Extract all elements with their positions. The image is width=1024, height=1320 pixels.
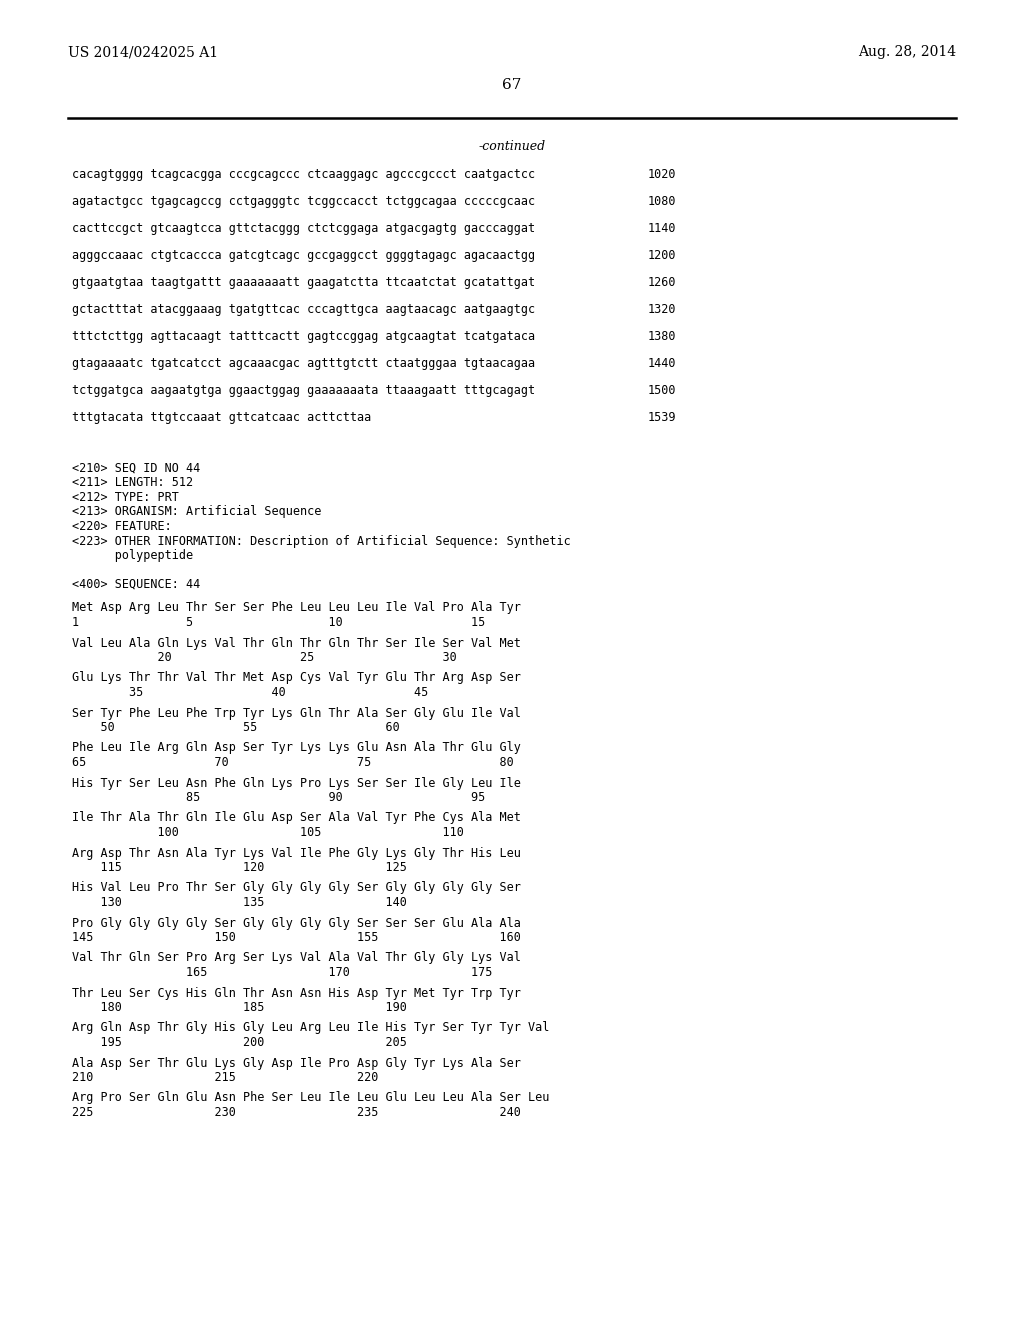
Text: Phe Leu Ile Arg Gln Asp Ser Tyr Lys Lys Glu Asn Ala Thr Glu Gly: Phe Leu Ile Arg Gln Asp Ser Tyr Lys Lys …	[72, 742, 521, 755]
Text: tctggatgca aagaatgtga ggaactggag gaaaaaaata ttaaagaatt tttgcagagt: tctggatgca aagaatgtga ggaactggag gaaaaaa…	[72, 384, 536, 397]
Text: Thr Leu Ser Cys His Gln Thr Asn Asn His Asp Tyr Met Tyr Trp Tyr: Thr Leu Ser Cys His Gln Thr Asn Asn His …	[72, 986, 521, 999]
Text: cacagtgggg tcagcacgga cccgcagccc ctcaaggagc agcccgccct caatgactcc: cacagtgggg tcagcacgga cccgcagccc ctcaagg…	[72, 168, 536, 181]
Text: Val Leu Ala Gln Lys Val Thr Gln Thr Gln Thr Ser Ile Ser Val Met: Val Leu Ala Gln Lys Val Thr Gln Thr Gln …	[72, 636, 521, 649]
Text: Arg Asp Thr Asn Ala Tyr Lys Val Ile Phe Gly Lys Gly Thr His Leu: Arg Asp Thr Asn Ala Tyr Lys Val Ile Phe …	[72, 846, 521, 859]
Text: 35                  40                  45: 35 40 45	[72, 686, 428, 700]
Text: Ala Asp Ser Thr Glu Lys Gly Asp Ile Pro Asp Gly Tyr Lys Ala Ser: Ala Asp Ser Thr Glu Lys Gly Asp Ile Pro …	[72, 1056, 521, 1069]
Text: 20                  25                  30: 20 25 30	[72, 651, 457, 664]
Text: Ile Thr Ala Thr Gln Ile Glu Asp Ser Ala Val Tyr Phe Cys Ala Met: Ile Thr Ala Thr Gln Ile Glu Asp Ser Ala …	[72, 812, 521, 825]
Text: 1140: 1140	[648, 222, 677, 235]
Text: 1539: 1539	[648, 411, 677, 424]
Text: Met Asp Arg Leu Thr Ser Ser Phe Leu Leu Leu Ile Val Pro Ala Tyr: Met Asp Arg Leu Thr Ser Ser Phe Leu Leu …	[72, 602, 521, 615]
Text: Pro Gly Gly Gly Gly Ser Gly Gly Gly Gly Ser Ser Ser Glu Ala Ala: Pro Gly Gly Gly Gly Ser Gly Gly Gly Gly …	[72, 916, 521, 929]
Text: tttctcttgg agttacaagt tatttcactt gagtccggag atgcaagtat tcatgataca: tttctcttgg agttacaagt tatttcactt gagtccg…	[72, 330, 536, 343]
Text: 1080: 1080	[648, 195, 677, 209]
Text: polypeptide: polypeptide	[72, 549, 194, 562]
Text: Val Thr Gln Ser Pro Arg Ser Lys Val Ala Val Thr Gly Gly Lys Val: Val Thr Gln Ser Pro Arg Ser Lys Val Ala …	[72, 952, 521, 965]
Text: cacttccgct gtcaagtcca gttctacggg ctctcggaga atgacgagtg gacccaggat: cacttccgct gtcaagtcca gttctacggg ctctcgg…	[72, 222, 536, 235]
Text: 130                 135                 140: 130 135 140	[72, 896, 407, 909]
Text: 180                 185                 190: 180 185 190	[72, 1001, 407, 1014]
Text: -continued: -continued	[478, 140, 546, 153]
Text: 100                 105                 110: 100 105 110	[72, 826, 464, 840]
Text: <220> FEATURE:: <220> FEATURE:	[72, 520, 172, 533]
Text: gtgaatgtaa taagtgattt gaaaaaaatt gaagatctta ttcaatctat gcatattgat: gtgaatgtaa taagtgattt gaaaaaaatt gaagatc…	[72, 276, 536, 289]
Text: Ser Tyr Phe Leu Phe Trp Tyr Lys Gln Thr Ala Ser Gly Glu Ile Val: Ser Tyr Phe Leu Phe Trp Tyr Lys Gln Thr …	[72, 706, 521, 719]
Text: 67: 67	[503, 78, 521, 92]
Text: gtagaaaatc tgatcatcct agcaaacgac agtttgtctt ctaatgggaa tgtaacagaa: gtagaaaatc tgatcatcct agcaaacgac agtttgt…	[72, 356, 536, 370]
Text: Glu Lys Thr Thr Val Thr Met Asp Cys Val Tyr Glu Thr Arg Asp Ser: Glu Lys Thr Thr Val Thr Met Asp Cys Val …	[72, 672, 521, 685]
Text: <212> TYPE: PRT: <212> TYPE: PRT	[72, 491, 179, 504]
Text: 85                  90                  95: 85 90 95	[72, 791, 485, 804]
Text: 115                 120                 125: 115 120 125	[72, 861, 407, 874]
Text: 1380: 1380	[648, 330, 677, 343]
Text: His Val Leu Pro Thr Ser Gly Gly Gly Gly Ser Gly Gly Gly Gly Ser: His Val Leu Pro Thr Ser Gly Gly Gly Gly …	[72, 882, 521, 895]
Text: Arg Pro Ser Gln Glu Asn Phe Ser Leu Ile Leu Glu Leu Leu Ala Ser Leu: Arg Pro Ser Gln Glu Asn Phe Ser Leu Ile …	[72, 1092, 549, 1105]
Text: <211> LENGTH: 512: <211> LENGTH: 512	[72, 477, 194, 490]
Text: His Tyr Ser Leu Asn Phe Gln Lys Pro Lys Ser Ser Ile Gly Leu Ile: His Tyr Ser Leu Asn Phe Gln Lys Pro Lys …	[72, 776, 521, 789]
Text: <213> ORGANISM: Artificial Sequence: <213> ORGANISM: Artificial Sequence	[72, 506, 322, 519]
Text: 65                  70                  75                  80: 65 70 75 80	[72, 756, 514, 770]
Text: agggccaaac ctgtcaccca gatcgtcagc gccgaggcct ggggtagagc agacaactgg: agggccaaac ctgtcaccca gatcgtcagc gccgagg…	[72, 249, 536, 261]
Text: 1020: 1020	[648, 168, 677, 181]
Text: <400> SEQUENCE: 44: <400> SEQUENCE: 44	[72, 578, 201, 590]
Text: 1200: 1200	[648, 249, 677, 261]
Text: 50                  55                  60: 50 55 60	[72, 721, 399, 734]
Text: tttgtacata ttgtccaaat gttcatcaac acttcttaa: tttgtacata ttgtccaaat gttcatcaac acttctt…	[72, 411, 372, 424]
Text: US 2014/0242025 A1: US 2014/0242025 A1	[68, 45, 218, 59]
Text: 195                 200                 205: 195 200 205	[72, 1036, 407, 1049]
Text: 225                 230                 235                 240: 225 230 235 240	[72, 1106, 521, 1119]
Text: 145                 150                 155                 160: 145 150 155 160	[72, 931, 521, 944]
Text: 1500: 1500	[648, 384, 677, 397]
Text: Aug. 28, 2014: Aug. 28, 2014	[858, 45, 956, 59]
Text: <210> SEQ ID NO 44: <210> SEQ ID NO 44	[72, 462, 201, 475]
Text: 1440: 1440	[648, 356, 677, 370]
Text: gctactttat atacggaaag tgatgttcac cccagttgca aagtaacagc aatgaagtgc: gctactttat atacggaaag tgatgttcac cccagtt…	[72, 304, 536, 315]
Text: 1260: 1260	[648, 276, 677, 289]
Text: Arg Gln Asp Thr Gly His Gly Leu Arg Leu Ile His Tyr Ser Tyr Tyr Val: Arg Gln Asp Thr Gly His Gly Leu Arg Leu …	[72, 1022, 549, 1035]
Text: <223> OTHER INFORMATION: Description of Artificial Sequence: Synthetic: <223> OTHER INFORMATION: Description of …	[72, 535, 570, 548]
Text: agatactgcc tgagcagccg cctgagggtc tcggccacct tctggcagaa cccccgcaac: agatactgcc tgagcagccg cctgagggtc tcggcca…	[72, 195, 536, 209]
Text: 1320: 1320	[648, 304, 677, 315]
Text: 1               5                   10                  15: 1 5 10 15	[72, 616, 485, 630]
Text: 210                 215                 220: 210 215 220	[72, 1071, 379, 1084]
Text: 165                 170                 175: 165 170 175	[72, 966, 493, 979]
